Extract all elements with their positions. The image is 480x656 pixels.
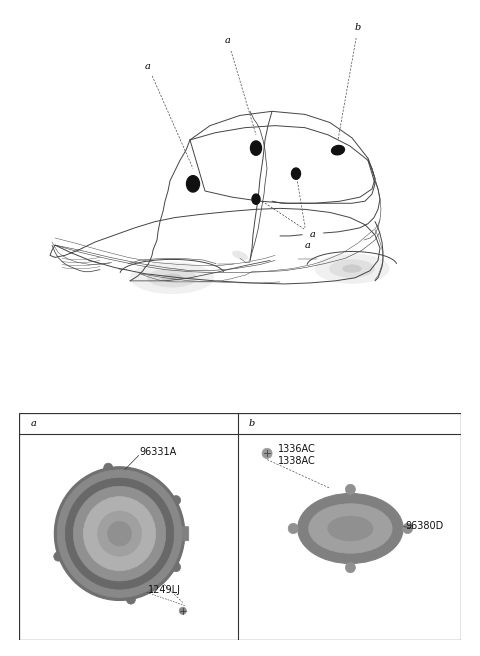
Text: 1249LJ: 1249LJ	[148, 585, 180, 595]
Circle shape	[97, 511, 142, 556]
Ellipse shape	[251, 141, 262, 155]
Circle shape	[218, 31, 238, 51]
Circle shape	[84, 497, 156, 571]
Text: a: a	[145, 62, 151, 71]
Ellipse shape	[131, 262, 214, 293]
Ellipse shape	[252, 194, 260, 204]
Ellipse shape	[187, 176, 200, 192]
Circle shape	[346, 484, 355, 495]
Circle shape	[403, 523, 413, 533]
Circle shape	[54, 467, 185, 600]
Text: a: a	[305, 241, 311, 250]
Circle shape	[73, 486, 166, 581]
Text: a: a	[30, 419, 36, 428]
Circle shape	[104, 463, 113, 472]
Circle shape	[25, 415, 41, 432]
Text: 1338AC: 1338AC	[278, 456, 316, 466]
Circle shape	[138, 56, 158, 77]
Circle shape	[126, 595, 135, 604]
Circle shape	[171, 562, 180, 572]
Ellipse shape	[329, 260, 374, 277]
Text: 1336AC: 1336AC	[278, 444, 316, 455]
Ellipse shape	[91, 259, 109, 268]
Ellipse shape	[343, 265, 361, 272]
Circle shape	[303, 225, 323, 245]
Ellipse shape	[328, 516, 373, 541]
Text: a: a	[225, 36, 231, 45]
Circle shape	[57, 470, 182, 598]
Ellipse shape	[162, 274, 182, 281]
Circle shape	[171, 495, 180, 505]
Circle shape	[262, 448, 272, 459]
Text: a: a	[310, 230, 316, 239]
Ellipse shape	[291, 168, 300, 179]
Ellipse shape	[309, 504, 392, 553]
Text: 96331A: 96331A	[140, 447, 177, 457]
Ellipse shape	[298, 493, 403, 564]
Ellipse shape	[147, 268, 197, 287]
Circle shape	[108, 522, 132, 546]
Ellipse shape	[232, 251, 248, 260]
Ellipse shape	[180, 607, 186, 615]
Circle shape	[65, 478, 174, 589]
Text: b: b	[249, 419, 255, 428]
Circle shape	[54, 552, 63, 561]
Circle shape	[298, 235, 318, 255]
Circle shape	[244, 415, 260, 432]
Ellipse shape	[332, 146, 345, 155]
Circle shape	[348, 17, 368, 38]
FancyBboxPatch shape	[177, 526, 189, 541]
Text: b: b	[355, 23, 361, 32]
Text: 96380D: 96380D	[406, 522, 444, 531]
Ellipse shape	[315, 254, 389, 283]
Circle shape	[346, 562, 355, 573]
Circle shape	[288, 523, 298, 533]
